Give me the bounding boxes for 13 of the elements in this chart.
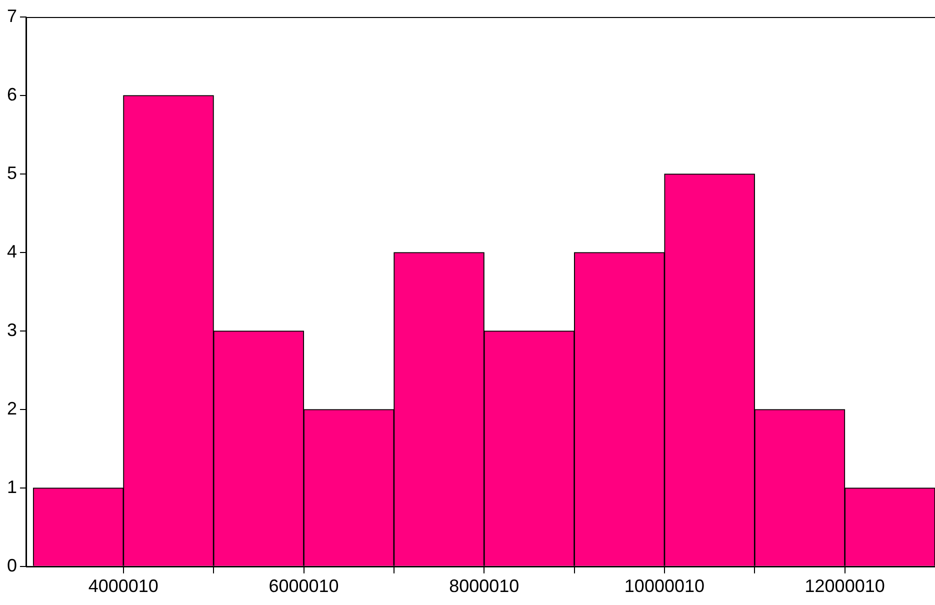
x-tick-label: 10000010 bbox=[624, 576, 705, 596]
y-tick-label: 5 bbox=[6, 162, 18, 183]
y-tick-label: 3 bbox=[6, 320, 18, 340]
y-tick-label: 6 bbox=[6, 84, 18, 104]
y-tick-label: 2 bbox=[6, 398, 18, 418]
x-tick-label: 8000010 bbox=[449, 576, 520, 596]
y-tick-label: 0 bbox=[6, 555, 18, 576]
x-tick-label: 12000010 bbox=[804, 576, 885, 596]
y-tick-label: 7 bbox=[6, 6, 18, 26]
x-tick-label: 4000010 bbox=[88, 576, 158, 596]
y-tick-label: 4 bbox=[6, 241, 18, 262]
x-tick-label: 6000010 bbox=[268, 576, 339, 596]
y-tick-label: 1 bbox=[6, 476, 18, 497]
